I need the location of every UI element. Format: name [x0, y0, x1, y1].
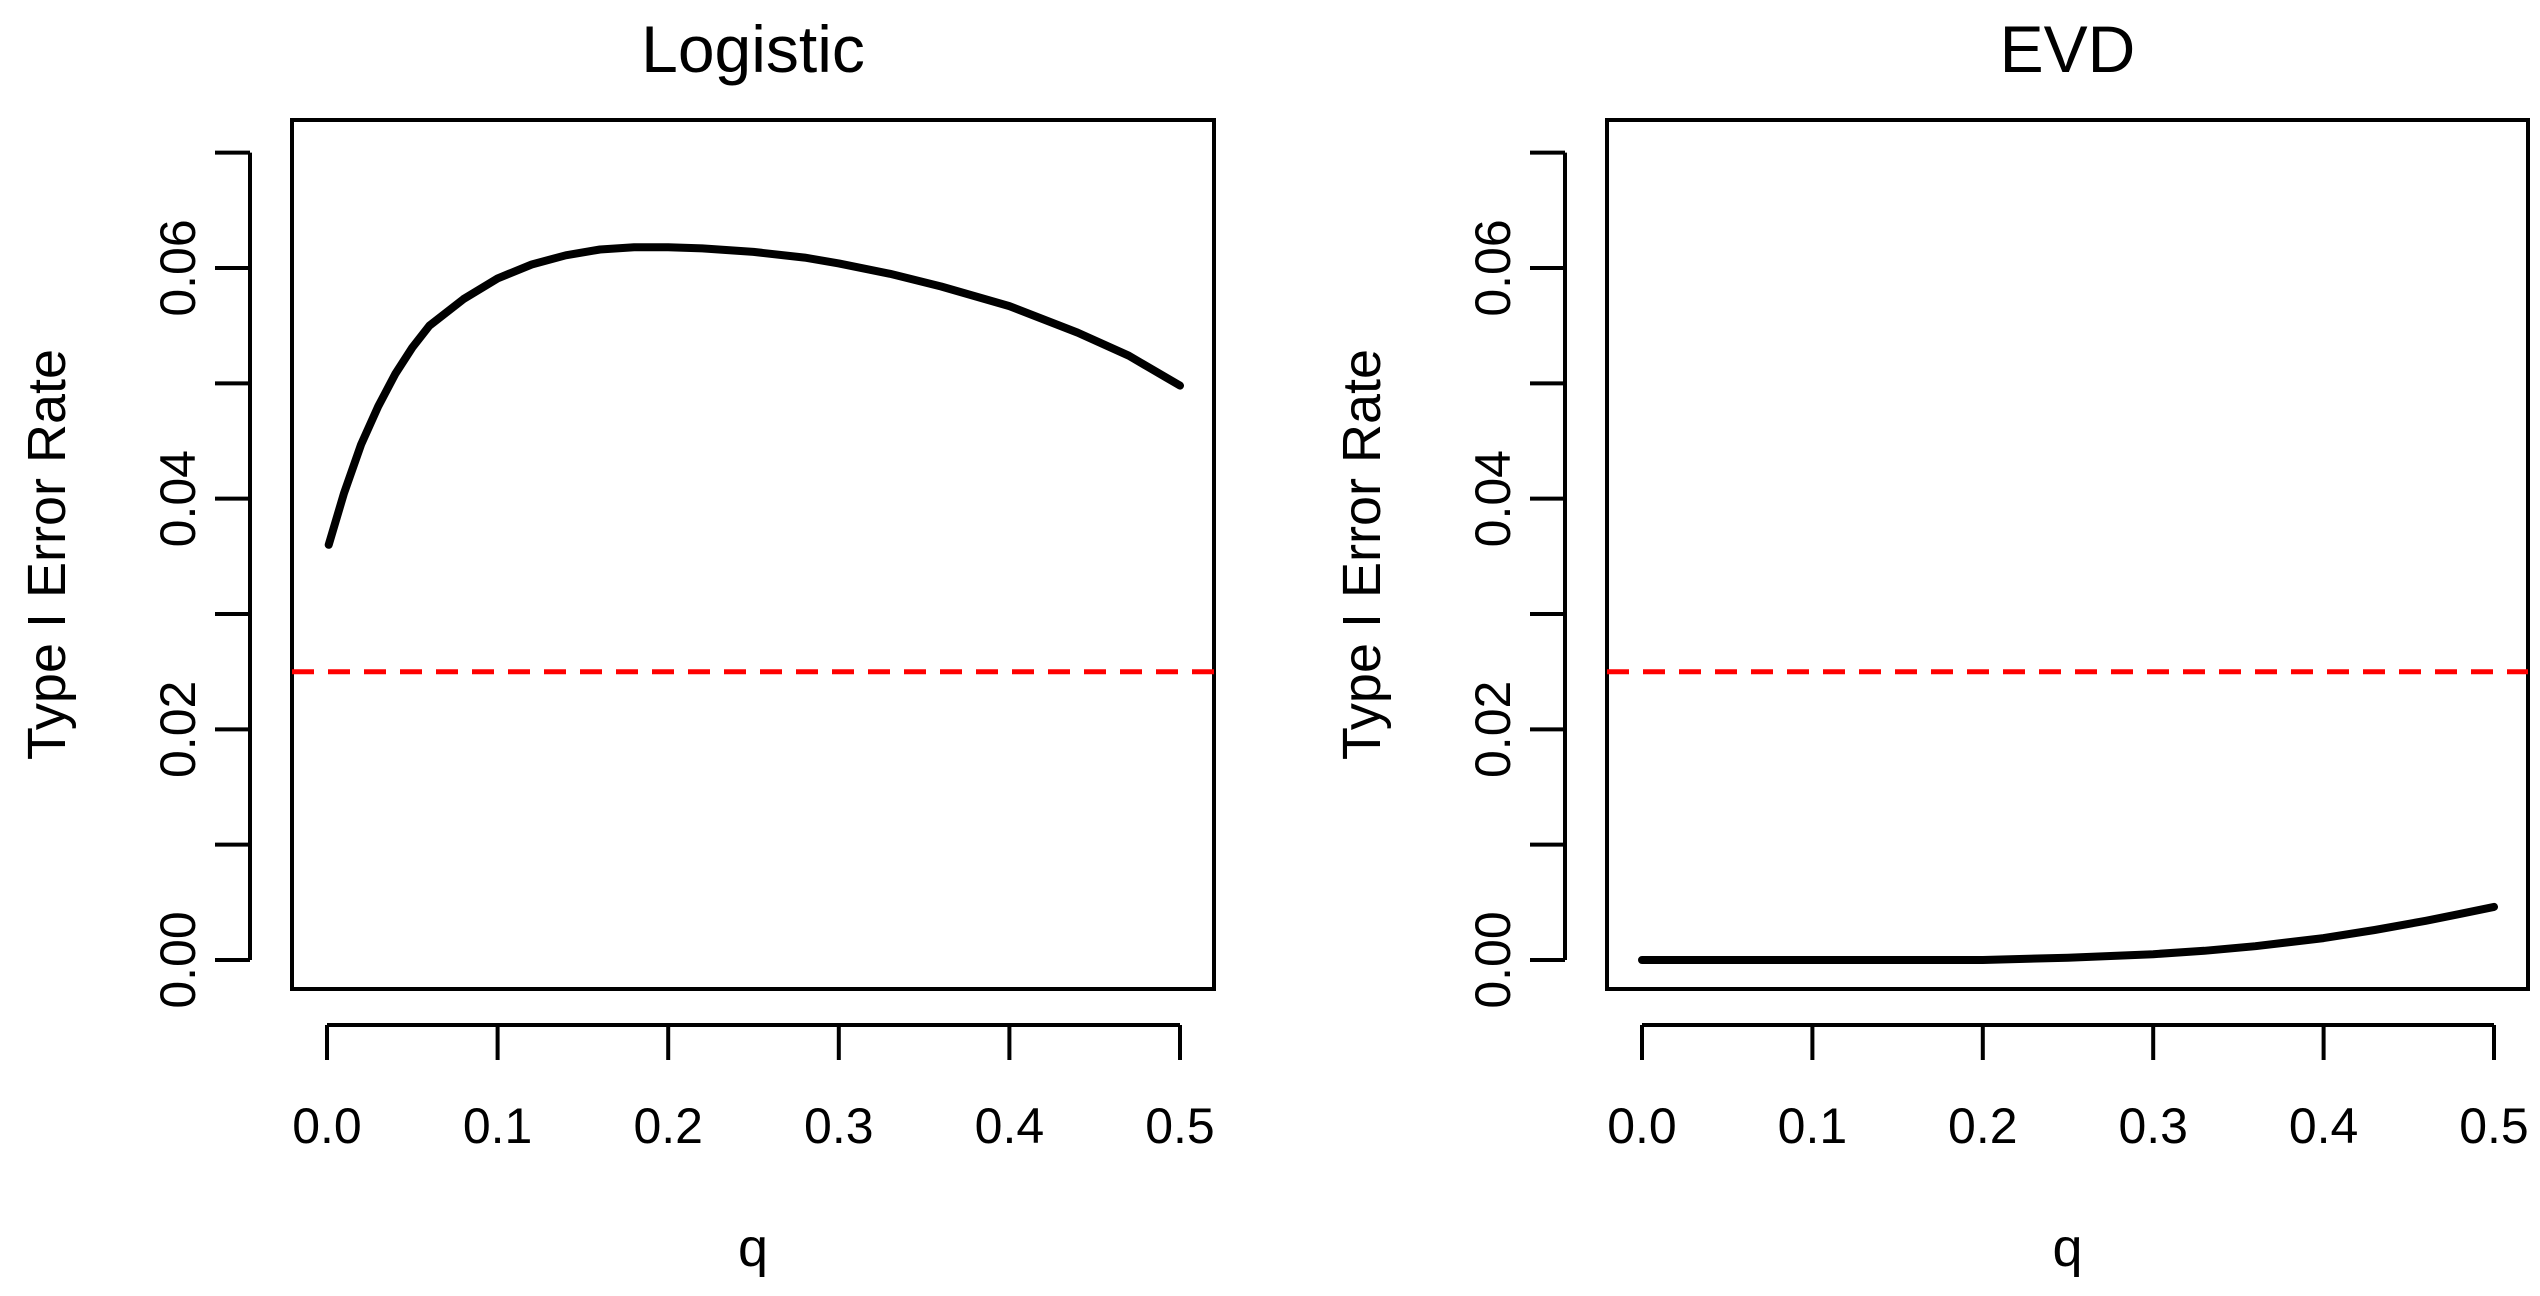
x-tick-label: 0.0: [1607, 1098, 1677, 1154]
y-tick-label: 0.00: [150, 911, 206, 1008]
y-tick-label: 0.04: [150, 450, 206, 547]
y-tick-label: 0.04: [1465, 450, 1521, 547]
chart-title: Logistic: [641, 12, 865, 86]
plot-frame: [290, 118, 1216, 991]
x-tick-label: 0.0: [292, 1098, 362, 1154]
y-axis-label: Type I Error Rate: [1332, 349, 1392, 760]
series-line: [1638, 902, 2498, 964]
x-tick-label: 0.2: [1948, 1098, 2018, 1154]
series-line: [324, 243, 1184, 549]
x-tick-label: 0.3: [804, 1098, 874, 1154]
x-tick-label: 0.1: [463, 1098, 533, 1154]
y-tick-label: 0.06: [150, 219, 206, 316]
x-tick-label: 0.4: [975, 1098, 1045, 1154]
y-tick-label: 0.00: [1465, 911, 1521, 1008]
x-axis-label: q: [738, 1218, 768, 1278]
chart-panel-evd: 0.0 0.1 0.2 0.3 0.4 0.5 0.00 0.02 0.04 0.06 EVD q Ty…: [1332, 12, 2530, 1278]
x-tick-label: 0.1: [1778, 1098, 1848, 1154]
chart-title: EVD: [2000, 12, 2136, 86]
y-tick-label: 0.02: [150, 681, 206, 778]
plot-frame: [1605, 118, 2530, 991]
y-tick-label: 0.02: [1465, 681, 1521, 778]
x-tick-label: 0.5: [1145, 1098, 1215, 1154]
x-tick-label: 0.5: [2459, 1098, 2529, 1154]
y-tick-label: 0.06: [1465, 219, 1521, 316]
x-tick-label: 0.2: [633, 1098, 703, 1154]
x-tick-label: 0.3: [2118, 1098, 2188, 1154]
chart-panel-logistic: 0.0 0.1 0.2 0.3 0.4 0.5 0.00 0.02 0.04 0.06 Logist…: [17, 12, 1216, 1278]
y-axis-label: Type I Error Rate: [17, 349, 77, 760]
x-tick-label: 0.4: [2289, 1098, 2359, 1154]
x-axis-label: q: [2052, 1218, 2082, 1278]
